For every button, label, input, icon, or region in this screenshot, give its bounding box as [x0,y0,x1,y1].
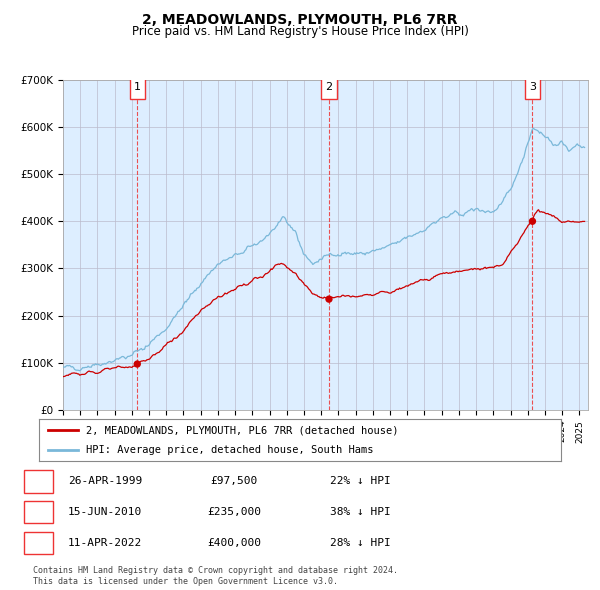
Text: 1: 1 [35,477,42,486]
Text: 15-JUN-2010: 15-JUN-2010 [68,507,142,517]
FancyBboxPatch shape [130,75,145,99]
Text: 1: 1 [134,82,141,91]
Point [133,359,142,369]
Text: Contains HM Land Registry data © Crown copyright and database right 2024.: Contains HM Land Registry data © Crown c… [33,566,398,575]
Text: 2: 2 [35,507,42,517]
Text: Price paid vs. HM Land Registry's House Price Index (HPI): Price paid vs. HM Land Registry's House … [131,25,469,38]
Text: 11-APR-2022: 11-APR-2022 [68,538,142,548]
Text: 2, MEADOWLANDS, PLYMOUTH, PL6 7RR: 2, MEADOWLANDS, PLYMOUTH, PL6 7RR [142,13,458,27]
Text: 22% ↓ HPI: 22% ↓ HPI [329,477,391,486]
Text: 2, MEADOWLANDS, PLYMOUTH, PL6 7RR (detached house): 2, MEADOWLANDS, PLYMOUTH, PL6 7RR (detac… [86,425,398,435]
Point [324,294,334,304]
FancyBboxPatch shape [525,75,540,99]
Text: 3: 3 [529,82,536,91]
Text: 28% ↓ HPI: 28% ↓ HPI [329,538,391,548]
Text: This data is licensed under the Open Government Licence v3.0.: This data is licensed under the Open Gov… [33,577,338,586]
Text: 26-APR-1999: 26-APR-1999 [68,477,142,486]
Text: £97,500: £97,500 [211,477,257,486]
Text: 2: 2 [325,82,332,91]
Text: 3: 3 [35,538,42,548]
FancyBboxPatch shape [321,75,337,99]
Text: £235,000: £235,000 [207,507,261,517]
Text: 38% ↓ HPI: 38% ↓ HPI [329,507,391,517]
Text: HPI: Average price, detached house, South Hams: HPI: Average price, detached house, Sout… [86,445,373,455]
Text: £400,000: £400,000 [207,538,261,548]
Point [527,217,537,226]
